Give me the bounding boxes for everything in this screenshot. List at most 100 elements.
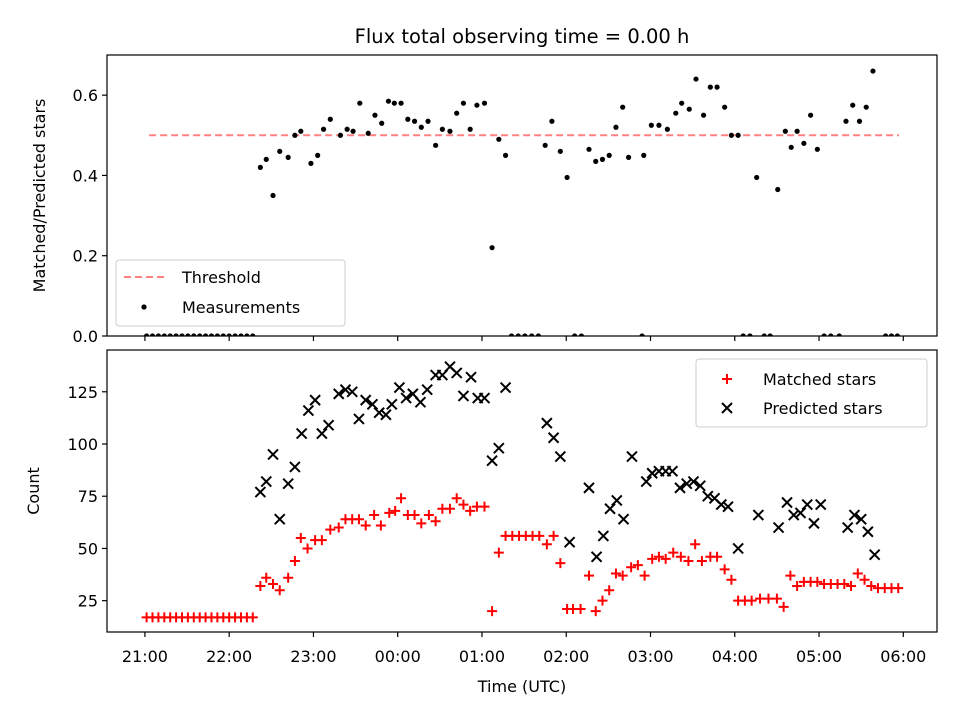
data-point [772,521,785,534]
data-point [640,475,652,488]
data-point [267,448,279,461]
data-point [289,461,301,473]
y-tick-label: 0.4 [73,166,98,185]
data-point [220,333,226,336]
data-point [458,499,469,510]
data-point [493,547,504,558]
data-point [316,535,327,546]
data-point [660,553,671,564]
legend-box [695,358,928,428]
data-point [696,555,707,566]
data-point [846,581,857,592]
legend-swatch [722,374,732,384]
data-point [866,581,877,592]
data-point [593,158,599,164]
data-point [465,505,476,516]
data-point [337,132,344,138]
data-point [728,132,734,138]
legend: Threshold Measurements [115,259,346,327]
data-point [554,450,567,463]
data-point [414,396,427,408]
data-point [641,152,647,158]
data-point [808,517,820,530]
data-point [882,333,889,336]
data-point [149,333,156,336]
data-point [740,333,746,336]
data-point [263,156,269,162]
data-point [295,427,308,440]
data-point [257,164,263,170]
data-point [380,409,392,421]
legend-swatch [721,402,733,414]
data-point [155,333,162,336]
data-point [261,572,272,583]
data-point [405,116,411,122]
data-point [735,132,741,138]
data-point [522,333,528,336]
y-tick-label: 0.6 [73,86,98,105]
data-point [843,118,849,124]
data-point [674,482,686,494]
data-point [617,513,630,525]
data-point [457,390,470,402]
data-point [666,465,679,477]
data-point [894,333,900,336]
data-point [755,593,766,604]
data-point [639,333,645,336]
data-point [274,585,285,596]
data-point [508,333,515,336]
data-point [555,558,566,569]
data-point [268,578,278,589]
data-point [496,136,502,142]
data-point [333,388,345,400]
data-point [722,104,728,110]
data-point [620,104,626,110]
data-point [788,144,794,150]
data-point [360,520,371,531]
data-point [260,475,272,488]
y-tick-label: 25 [78,592,98,611]
data-point [870,68,876,74]
data-point [771,593,782,604]
data-point [302,543,313,554]
x-tick-label: 01:00 [459,647,505,666]
data-point [254,486,267,498]
data-point [454,110,460,116]
data-point [479,501,490,512]
data-point [712,551,723,562]
x-tick-label: 05:00 [796,647,842,666]
legend-label: Predicted stars [763,399,883,418]
data-point [433,142,439,148]
data-point [298,128,304,134]
data-point [320,126,327,132]
data-point [647,553,658,564]
data-point [292,132,298,138]
x-tick-label: 03:00 [627,647,673,666]
data-point [439,126,445,132]
data-point [578,333,585,336]
data-point [423,510,434,521]
data-point [683,555,694,566]
data-point [604,585,615,596]
data-point [590,551,603,563]
data-point [421,383,433,396]
data-point [746,595,757,606]
data-point [862,526,874,538]
x-tick-label: 02:00 [543,647,589,666]
data-point [632,560,643,571]
data-point [478,392,491,404]
data-point [781,496,793,509]
data-point [850,102,856,108]
data-point [572,333,578,336]
data-point [327,116,333,122]
data-point [283,572,294,583]
y-tick-label: 0.0 [73,327,98,346]
data-point [493,442,505,454]
data-point [144,333,150,336]
data-point [653,551,664,562]
x-tick-label: 00:00 [375,647,421,666]
x-tick-label: 06:00 [880,647,926,666]
data-point [339,383,352,396]
data-point [398,100,404,106]
